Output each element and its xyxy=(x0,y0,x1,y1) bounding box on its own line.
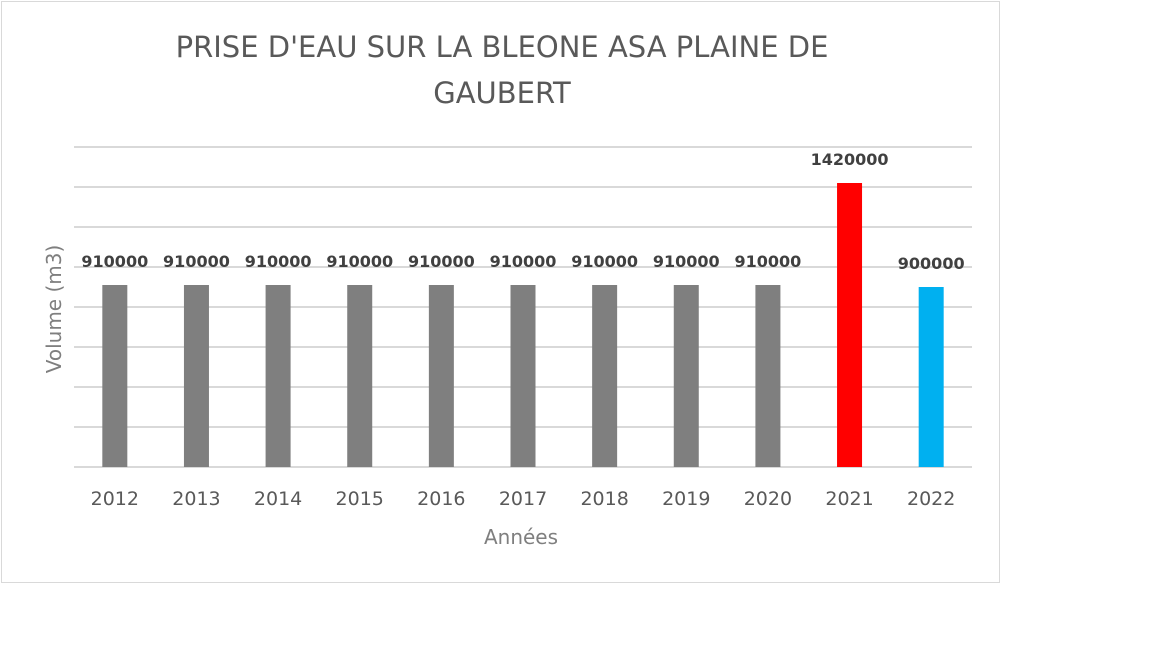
x-tick-label-2013: 2013 xyxy=(172,488,220,510)
bar-2015 xyxy=(347,285,373,467)
bar-2014 xyxy=(265,285,291,467)
data-label-2017: 910000 xyxy=(490,252,557,271)
data-label-2016: 910000 xyxy=(408,252,475,271)
x-tick-label-2014: 2014 xyxy=(254,488,302,510)
bar-2016 xyxy=(428,285,454,467)
data-label-2019: 910000 xyxy=(653,252,720,271)
bar-2018 xyxy=(592,285,618,467)
bar-chart: 910000 910000 910000 910000 910000 910000 9100… xyxy=(42,30,972,549)
x-tick-label-2022: 2022 xyxy=(907,488,955,510)
x-tick-labels: 2012 2013 2014 2015 2016 2017 2018 2019 2020 2021… xyxy=(91,488,956,510)
bar-2021 xyxy=(837,183,863,467)
x-tick-label-2012: 2012 xyxy=(91,488,139,510)
data-label-2012: 910000 xyxy=(81,252,148,271)
data-label-2022: 900000 xyxy=(898,254,965,273)
bar-2019 xyxy=(673,285,699,467)
bar-2022 xyxy=(918,287,944,467)
data-label-2014: 910000 xyxy=(245,252,312,271)
bar-2017 xyxy=(510,285,536,467)
y-axis-label: Volume (m3) xyxy=(42,245,66,374)
data-label-2021: 1420000 xyxy=(811,150,889,169)
bar-2020 xyxy=(755,285,781,467)
x-tick-label-2020: 2020 xyxy=(744,488,792,510)
data-label-2015: 910000 xyxy=(326,252,393,271)
chart-frame: 910000 910000 910000 910000 910000 910000 9100… xyxy=(1,1,1000,583)
x-tick-label-2021: 2021 xyxy=(825,488,873,510)
bar-2012 xyxy=(102,285,128,467)
x-axis-label: Années xyxy=(484,525,558,549)
data-label-2018: 910000 xyxy=(571,252,638,271)
x-tick-label-2019: 2019 xyxy=(662,488,710,510)
bars xyxy=(102,183,944,467)
data-labels: 910000 910000 910000 910000 910000 910000 9100… xyxy=(81,150,964,273)
x-tick-label-2015: 2015 xyxy=(336,488,384,510)
bar-2013 xyxy=(183,285,209,467)
data-label-2020: 910000 xyxy=(735,252,802,271)
x-tick-label-2017: 2017 xyxy=(499,488,547,510)
data-label-2013: 910000 xyxy=(163,252,230,271)
x-tick-label-2016: 2016 xyxy=(417,488,465,510)
chart-title-line-2: GAUBERT xyxy=(433,76,571,110)
chart-title-line-1: PRISE D'EAU SUR LA BLEONE ASA PLAINE DE xyxy=(176,30,829,64)
x-tick-label-2018: 2018 xyxy=(580,488,628,510)
